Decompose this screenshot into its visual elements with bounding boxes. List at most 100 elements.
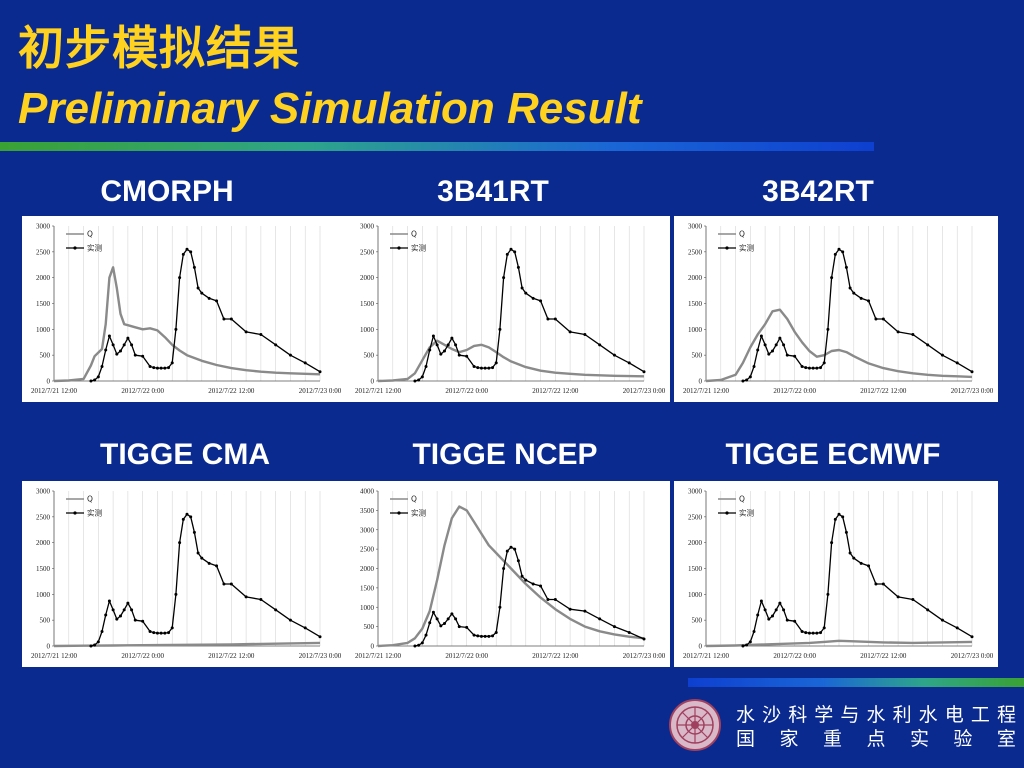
data-point — [152, 366, 156, 370]
data-point — [431, 610, 435, 614]
series-observed-line — [90, 513, 321, 647]
data-point — [148, 365, 152, 369]
data-point — [454, 343, 458, 347]
data-point — [472, 365, 476, 369]
data-point — [141, 619, 145, 623]
data-point — [745, 378, 749, 382]
data-point — [520, 574, 524, 578]
data-point — [748, 640, 752, 644]
data-point — [833, 252, 837, 256]
data-point — [100, 365, 104, 369]
y-tick-label: 0 — [47, 643, 51, 651]
title-divider — [0, 142, 874, 151]
data-point — [148, 630, 152, 634]
data-point — [804, 631, 808, 635]
legend-label: 实测 — [87, 508, 102, 518]
data-point — [498, 605, 502, 609]
data-point — [785, 353, 789, 357]
data-point — [782, 608, 786, 612]
data-point — [104, 348, 108, 352]
legend-marker — [73, 246, 77, 250]
legend-marker — [725, 511, 729, 515]
y-tick-label: 2000 — [360, 274, 375, 282]
data-point — [170, 361, 174, 365]
data-point — [487, 634, 491, 638]
data-point — [457, 625, 461, 629]
data-point — [911, 333, 915, 336]
data-point — [881, 317, 885, 321]
data-point — [874, 582, 878, 586]
data-point — [815, 366, 819, 370]
data-point — [476, 634, 480, 638]
data-point — [505, 252, 509, 256]
lab-name-line-2: 国家重点实验室 — [736, 724, 1016, 751]
data-point — [513, 250, 517, 254]
y-tick-label: 0 — [699, 643, 703, 651]
data-point — [413, 644, 417, 648]
data-point — [815, 631, 819, 635]
data-point — [826, 327, 830, 331]
data-point — [487, 366, 491, 370]
series-observed-line — [414, 248, 645, 382]
chart-tigge-ecmwf: 0 500 1000 1500 2000 2500 3000 2012/7/21 12:00 2… — [674, 481, 998, 667]
page-title-chinese: 初步模拟结果 — [18, 21, 300, 75]
y-tick-label: 500 — [40, 617, 51, 625]
y-tick-label: 2000 — [688, 274, 703, 282]
x-tick-label: 2012/7/22 0:00 — [445, 652, 488, 660]
data-point — [178, 541, 182, 545]
data-point — [516, 559, 520, 563]
data-point — [222, 317, 226, 321]
data-point — [612, 353, 616, 357]
data-point — [583, 609, 587, 613]
data-point — [867, 299, 871, 303]
y-tick-label: 1500 — [36, 565, 51, 573]
data-point — [756, 348, 760, 352]
x-tick-label: 2012/7/22 0:00 — [121, 652, 164, 660]
series-q-line — [53, 641, 321, 648]
data-point — [96, 640, 100, 644]
data-point — [553, 598, 557, 601]
page-title-english: Preliminary Simulation Result — [18, 84, 642, 133]
chart-cmorph: 0 500 1000 1500 2000 2500 3000 2012/7/21 12:00 2… — [22, 216, 346, 402]
data-point — [627, 361, 631, 365]
data-point — [539, 299, 543, 303]
data-point — [844, 530, 848, 534]
data-point — [446, 343, 450, 347]
data-point — [126, 601, 130, 605]
legend-label: Q — [411, 230, 417, 239]
data-point — [568, 607, 572, 611]
data-point — [553, 317, 557, 321]
y-tick-label: 4000 — [360, 488, 375, 496]
data-point — [859, 561, 863, 565]
data-point — [520, 286, 524, 290]
data-point — [778, 336, 782, 340]
legend-marker — [397, 246, 401, 250]
data-point — [457, 353, 461, 357]
data-point — [163, 366, 167, 370]
data-point — [196, 551, 200, 555]
data-point — [811, 631, 815, 635]
data-point — [420, 375, 424, 379]
data-point — [189, 515, 193, 519]
data-point — [152, 631, 156, 635]
series-observed-line — [742, 248, 973, 382]
data-point — [215, 299, 219, 303]
x-tick-label: 2012/7/21 12:00 — [31, 387, 78, 395]
lab-name-char: 点 — [866, 728, 886, 750]
data-point — [741, 379, 745, 383]
data-point — [940, 618, 944, 622]
data-point — [491, 634, 495, 638]
data-point — [491, 366, 495, 370]
y-tick-label: 500 — [40, 352, 51, 360]
data-point — [505, 549, 509, 553]
x-tick-label: 2012/7/22 0:00 — [773, 387, 816, 395]
data-point — [141, 354, 145, 358]
data-point — [509, 545, 513, 549]
data-point — [911, 598, 915, 601]
data-point — [428, 621, 432, 625]
data-point — [955, 361, 959, 365]
data-point — [428, 348, 432, 352]
data-point — [417, 643, 421, 647]
data-point — [424, 633, 428, 637]
data-point — [96, 375, 100, 379]
